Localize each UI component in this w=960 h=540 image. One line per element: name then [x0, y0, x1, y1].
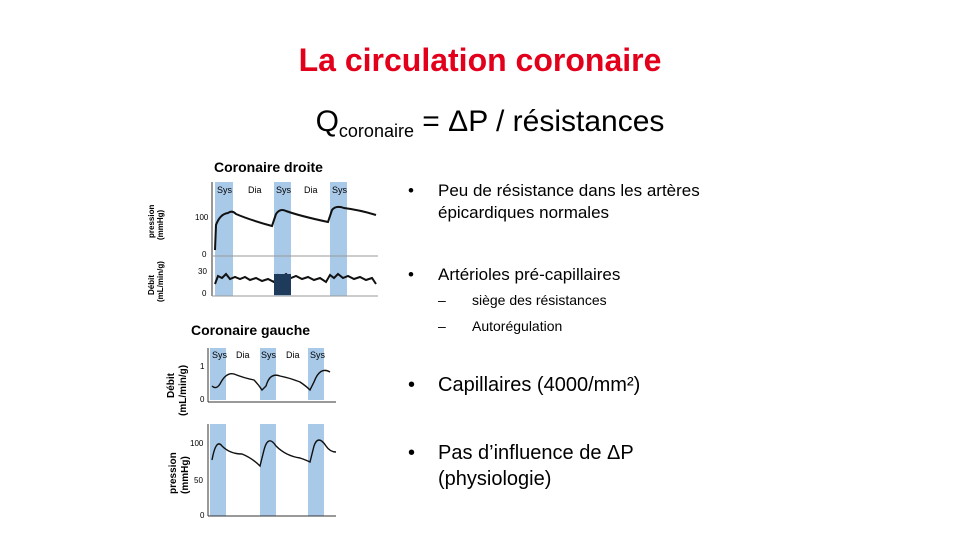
sub-bullet-text: Autorégulation [472, 318, 563, 334]
formula-subscript: coronaire [338, 121, 414, 141]
sub-bullet-item: – Autorégulation [408, 318, 562, 334]
pressure-trace [211, 439, 337, 468]
formula: Qcoronaire = ΔP / résistances [0, 105, 960, 142]
phase-label: Sys [310, 350, 326, 360]
systole-band [260, 424, 276, 516]
sub-bullet-text: siège des résistances [472, 292, 607, 308]
systole-band [210, 424, 226, 516]
tick-label: 1 [200, 362, 205, 371]
left-coronary-graphs: Sys Dia Sys Dia Sys 1 0 Débit (mL/min/g)… [166, 348, 337, 520]
phase-label: Sys [261, 350, 277, 360]
y-axis-label: (mmHg) [180, 456, 191, 494]
bullet-dot: • [408, 181, 414, 200]
bullet-text: Artérioles pré-capillaires [438, 265, 621, 284]
bullet-text: Capillaires (4000/mm²) [438, 374, 641, 396]
phase-label: Dia [248, 185, 262, 195]
y-axis-label: (mL/min/g) [178, 365, 189, 416]
phase-label: Sys [276, 185, 292, 195]
bullet-dot: • [408, 374, 416, 396]
sub-bullet-item: – siège des résistances [408, 292, 607, 308]
formula-q: Q [315, 105, 339, 138]
flow-fill [274, 274, 291, 295]
tick-label: 0 [202, 289, 207, 298]
tick-label: 0 [200, 395, 205, 404]
phase-label: Sys [212, 350, 228, 360]
bullet-item: • Peu de résistance dans les artères épi… [408, 180, 700, 224]
tick-label: 0 [200, 511, 205, 520]
systole-band [330, 182, 347, 296]
phase-label: Dia [236, 350, 250, 360]
flow-trace [211, 369, 331, 392]
y-axis-label: (mmHg) [156, 209, 165, 240]
y-axis-label: pression [147, 205, 156, 238]
flow-trace [214, 272, 377, 285]
tick-label: 30 [198, 267, 207, 276]
sub-bullet-dash: – [438, 292, 446, 308]
systole-band [308, 424, 324, 516]
pressure-trace [214, 205, 377, 251]
phase-label: Dia [286, 350, 300, 360]
bullet-item: • Artérioles pré-capillaires [408, 264, 620, 286]
bullet-text-line2: (physiologie) [438, 468, 552, 490]
tick-label: 0 [202, 250, 207, 259]
tick-label: 100 [195, 213, 209, 222]
bullet-dot: • [408, 265, 414, 284]
y-axis-label: (mL/min/g) [156, 261, 165, 302]
bullet-item: • Capillaires (4000/mm²) [408, 372, 640, 398]
phase-label: Sys [332, 185, 348, 195]
y-axis-label: Débit [166, 372, 177, 398]
tick-label: 100 [190, 439, 204, 448]
formula-rest: = ΔP / résistances [413, 105, 665, 138]
systole-band [260, 348, 276, 400]
phase-label: Dia [304, 185, 318, 195]
bullet-item: • Pas d’influence de ΔP (physiologie) [408, 440, 634, 492]
panel-title-left-coronary: Coronaire gauche [191, 322, 311, 338]
tick-label: 50 [194, 476, 203, 485]
systole-band [215, 182, 233, 296]
bullet-text: Peu de résistance dans les artères [438, 181, 700, 200]
sub-bullet-dash: – [438, 318, 446, 334]
bullet-text-line2: épicardiques normales [438, 203, 610, 222]
slide-title: La circulation coronaire [298, 42, 662, 78]
bullet-text: Pas d’influence de ΔP [438, 442, 634, 464]
phase-label: Sys [217, 185, 233, 195]
bullet-dot: • [408, 442, 416, 464]
panel-title-right-coronary: Coronaire droite [214, 159, 323, 175]
right-coronary-graphs: Sys Dia Sys Dia Sys 100 0 30 0 pression … [147, 182, 378, 302]
y-axis-label: pression [168, 452, 179, 494]
y-axis-label: Débit [147, 275, 156, 295]
